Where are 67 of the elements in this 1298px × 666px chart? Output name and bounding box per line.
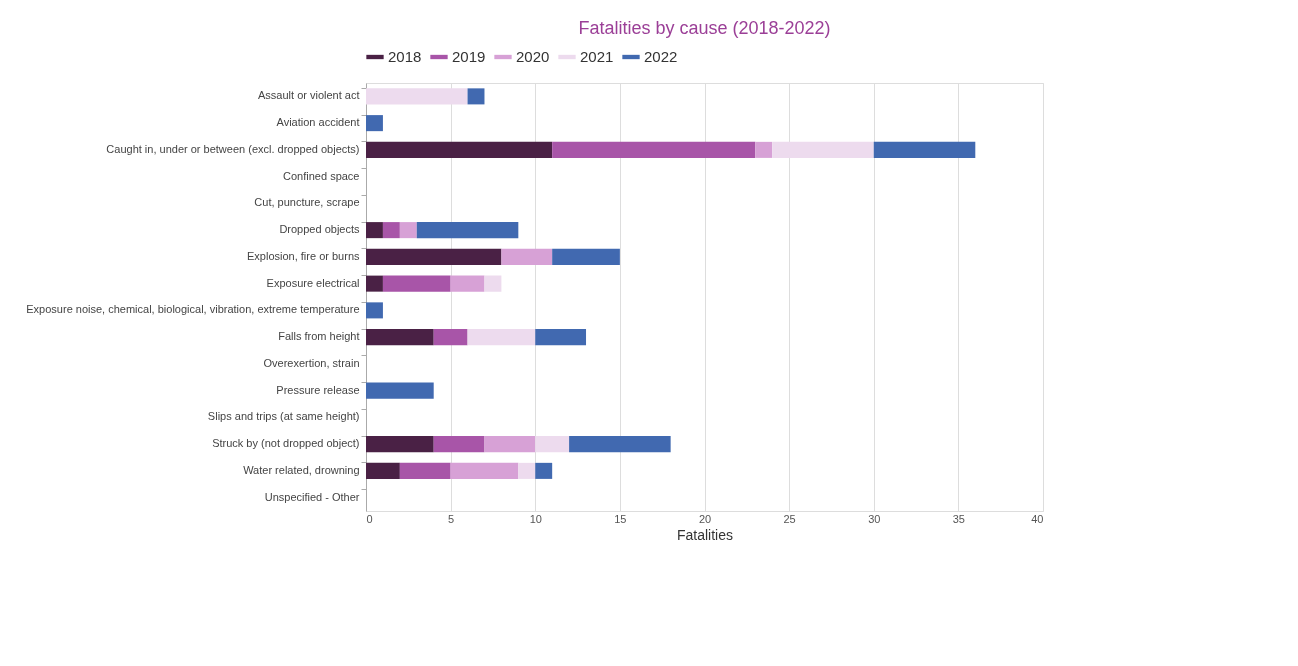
bar	[366, 329, 434, 346]
bar	[366, 302, 383, 319]
legend-label: 2021	[580, 48, 614, 65]
bar	[416, 222, 519, 239]
bar	[366, 115, 383, 132]
x-tick-label: 40	[1031, 512, 1044, 525]
bar	[569, 436, 671, 453]
bar	[501, 248, 553, 265]
bar	[772, 141, 874, 158]
x-tick-label: 25	[783, 512, 796, 525]
y-tick-label: Confined space	[283, 169, 360, 182]
y-tick-label: Cut, puncture, scrape	[254, 196, 360, 209]
x-tick-label: 30	[868, 512, 881, 525]
legend-label: 2019	[452, 48, 486, 65]
y-tick-label: Aviation accident	[276, 116, 360, 129]
bar	[535, 436, 570, 453]
bar	[366, 222, 383, 239]
x-tick-label: 20	[698, 512, 712, 525]
y-tick-label: Exposure noise, chemical, biological, vibration, extreme temperature	[26, 303, 360, 316]
bar	[366, 275, 383, 292]
legend-label: 2018	[388, 48, 422, 65]
bar	[484, 275, 502, 292]
y-tick-label: Explosion, fire or burns	[247, 249, 360, 262]
bar	[366, 248, 502, 265]
bar	[467, 329, 536, 346]
y-tick-label: Caught in, under or between (excl. dropped objects)	[106, 142, 360, 155]
y-tick-label: Overexertion, strain	[263, 356, 360, 369]
bar	[366, 436, 434, 453]
x-tick-label: 35	[952, 512, 965, 525]
x-axis-title: Fatalities	[676, 526, 734, 543]
bar	[433, 329, 468, 346]
bar	[399, 462, 451, 479]
bar	[552, 248, 620, 265]
bar	[484, 436, 536, 453]
bar	[518, 462, 536, 479]
y-tick-label: Dropped objects	[279, 223, 360, 236]
bar	[366, 88, 468, 105]
bar	[382, 222, 400, 239]
x-tick-label: 5	[448, 512, 455, 525]
x-tick-label: 0	[366, 512, 373, 525]
bar	[535, 462, 553, 479]
bar	[433, 436, 485, 453]
bar	[467, 88, 485, 105]
y-tick-label: Exposure electrical	[266, 276, 360, 289]
bar	[450, 462, 519, 479]
x-tick-label: 10	[529, 512, 542, 525]
bar	[450, 275, 485, 292]
bar	[755, 141, 773, 158]
bar	[399, 222, 417, 239]
legend-label: 2022	[644, 48, 678, 65]
y-tick-label: Unspecified - Other	[264, 490, 360, 503]
bar	[366, 141, 553, 158]
y-tick-label: Struck by (not dropped object)	[212, 437, 360, 450]
bar	[366, 382, 434, 399]
bar	[535, 329, 587, 346]
y-tick-label: Assault or violent act	[258, 89, 360, 102]
bar	[552, 141, 756, 158]
y-tick-label: Pressure release	[276, 383, 360, 396]
bar	[366, 462, 400, 479]
bar	[873, 141, 976, 158]
x-tick-label: 15	[614, 512, 627, 525]
y-tick-label: Water related, drowning	[243, 463, 360, 476]
chart-title: Fatalities by cause (2018-2022)	[578, 18, 831, 38]
y-tick-label: Falls from height	[278, 330, 360, 343]
y-tick-label: Slips and trips (at same height)	[207, 410, 360, 423]
bar	[382, 275, 451, 292]
legend-label: 2020	[516, 48, 550, 65]
